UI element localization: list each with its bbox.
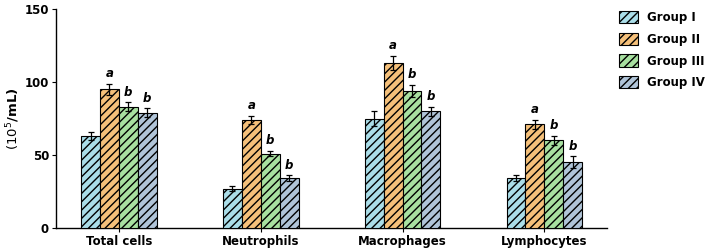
Text: b: b bbox=[569, 140, 577, 153]
Text: b: b bbox=[427, 90, 435, 103]
Text: a: a bbox=[247, 99, 255, 112]
Bar bbox=[100, 89, 119, 228]
Bar bbox=[403, 91, 421, 228]
Bar bbox=[223, 188, 242, 228]
Text: b: b bbox=[124, 86, 133, 99]
Text: b: b bbox=[143, 92, 152, 105]
Bar bbox=[138, 113, 157, 228]
Bar bbox=[242, 120, 261, 228]
Bar bbox=[261, 153, 279, 228]
Legend: Group I, Group II, Group III, Group IV: Group I, Group II, Group III, Group IV bbox=[619, 11, 705, 89]
Text: b: b bbox=[285, 159, 294, 172]
Bar bbox=[545, 140, 563, 228]
Bar bbox=[563, 162, 582, 228]
Text: b: b bbox=[266, 134, 274, 147]
Bar bbox=[421, 111, 440, 228]
Bar bbox=[364, 118, 384, 228]
Bar bbox=[119, 107, 138, 228]
Text: a: a bbox=[106, 67, 113, 80]
Text: a: a bbox=[389, 39, 397, 52]
Bar bbox=[279, 178, 298, 228]
Text: a: a bbox=[531, 103, 539, 116]
Text: b: b bbox=[549, 119, 558, 132]
Bar bbox=[81, 136, 100, 228]
Text: b: b bbox=[408, 68, 416, 81]
Bar bbox=[384, 63, 403, 228]
Bar bbox=[506, 178, 525, 228]
Bar bbox=[525, 124, 545, 228]
Y-axis label: $(10^5$/mL): $(10^5$/mL) bbox=[4, 87, 22, 150]
